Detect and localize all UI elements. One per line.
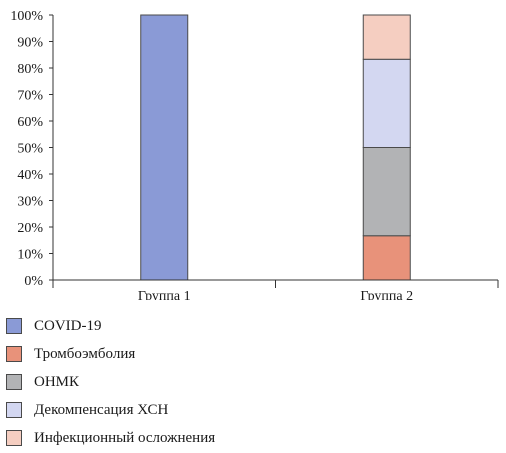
legend-swatch-2 — [6, 346, 22, 362]
legend-swatch-3 — [6, 374, 22, 390]
stacked-bar-chart: 0% 10% 20% 30% 40% 50% 60% 70% 80% 90% 100% Группа … — [10, 9, 499, 300]
y-tick-label-0: 0% — [24, 274, 43, 289]
legend-label-4: Декомпенсация ХСН — [34, 402, 169, 418]
legend-swatch-4 — [6, 402, 22, 418]
legend-item-5: Инфекционный осложнения — [6, 424, 496, 452]
bar-segment-2-3 — [362, 147, 411, 237]
y-tick-label-8: 80% — [17, 62, 43, 77]
y-tick-label-2: 20% — [17, 221, 43, 236]
legend-swatch-5 — [6, 430, 22, 446]
y-tick-label-9: 90% — [17, 36, 43, 51]
legend-label-1: COVID-19 — [34, 318, 102, 334]
axes-layer — [49, 14, 499, 288]
legend-swatch-1 — [6, 318, 22, 334]
labels-layer: 0% 10% 20% 30% 40% 50% 60% 70% 80% 90% 100% Группа … — [10, 9, 413, 300]
y-tick-label-1: 10% — [17, 248, 43, 263]
x-tick-label-2: Группа 2 — [360, 289, 413, 300]
legend-item-4: Декомпенсация ХСН — [6, 396, 496, 424]
legend-label-2: Тромбоэмболия — [34, 346, 136, 362]
legend-item-1: COVID-19 — [6, 312, 496, 340]
legend-item-2: Тромбоэмболия — [6, 340, 496, 368]
y-tick-label-5: 50% — [17, 142, 43, 157]
x-tick-label-1: Группа 1 — [138, 289, 191, 300]
legend: COVID-19 Тромбоэмболия ОНМК Декомпенсация Х… — [6, 312, 496, 452]
bars-layer — [140, 14, 411, 281]
bar-segment-1-1 — [140, 14, 189, 281]
y-tick-label-10: 100% — [10, 9, 43, 24]
legend-label-3: ОНМК — [34, 374, 80, 390]
y-tick-label-6: 60% — [17, 115, 43, 130]
legend-item-3: ОНМК — [6, 368, 496, 396]
legend-label-5: Инфекционный осложнения — [34, 430, 216, 446]
bar-segment-2-5 — [362, 14, 411, 60]
y-tick-label-4: 40% — [17, 168, 43, 183]
y-tick-label-7: 70% — [17, 89, 43, 104]
bar-segment-2-2 — [362, 235, 411, 281]
bar-segment-2-4 — [362, 58, 411, 149]
y-tick-label-3: 30% — [17, 195, 43, 210]
